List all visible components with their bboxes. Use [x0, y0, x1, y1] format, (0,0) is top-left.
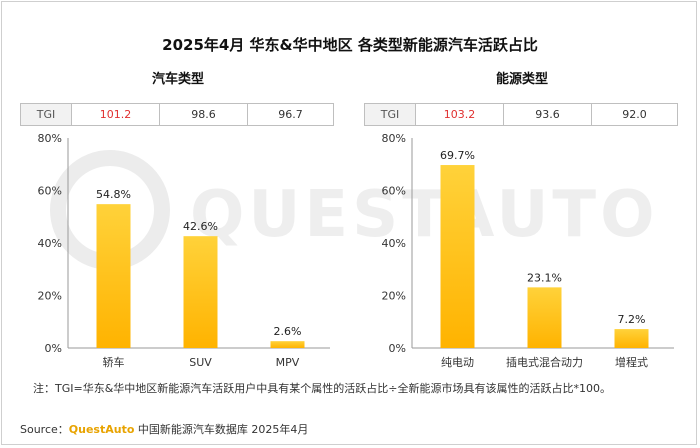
source-brand: QuestAuto: [68, 423, 135, 436]
x-tick-label: 轿车: [103, 355, 125, 369]
y-tick-label: 80%: [38, 132, 62, 145]
tgi-value: 101.2: [71, 104, 159, 125]
bar-value-label: 54.8%: [96, 188, 131, 201]
y-tick-label: 20%: [38, 290, 62, 303]
source-line: Source：QuestAuto 中国新能源汽车数据库 2025年4月: [20, 421, 308, 437]
bar: [96, 204, 131, 348]
bar-value-label: 42.6%: [183, 220, 218, 233]
y-tick-label: 0%: [389, 342, 406, 355]
footnote: 注：TGI=华东&华中地区新能源汽车活跃用户中具有某个属性的活跃占比÷全新能源市…: [33, 382, 611, 395]
bar: [183, 236, 218, 348]
y-tick-label: 80%: [382, 132, 406, 145]
tgi-value: 98.6: [159, 104, 247, 125]
y-tick-label: 60%: [38, 185, 62, 198]
x-tick-label: 增程式: [615, 355, 648, 369]
source-label: Source：: [20, 423, 69, 436]
left-tgi-table: TGI 101.2 98.6 96.7: [20, 103, 334, 126]
y-tick-label: 60%: [382, 185, 406, 198]
tgi-label: TGI: [21, 104, 71, 125]
bar-value-label: 23.1%: [527, 271, 562, 284]
x-tick-label: 插电式混合动力: [506, 355, 583, 369]
bar: [614, 329, 649, 348]
right-tgi-table: TGI 103.2 93.6 92.0: [364, 103, 678, 126]
bar-value-label: 2.6%: [274, 325, 302, 338]
bar: [270, 341, 305, 348]
bar-value-label: 7.2%: [618, 313, 646, 326]
bar-value-label: 69.7%: [440, 149, 475, 162]
tgi-value: 96.7: [247, 104, 333, 125]
tgi-label: TGI: [365, 104, 415, 125]
y-tick-label: 40%: [382, 237, 406, 250]
x-tick-label: SUV: [189, 356, 212, 369]
right-panel-subtitle: 能源类型: [495, 72, 548, 87]
x-tick-label: MPV: [276, 356, 300, 369]
bar: [527, 287, 562, 348]
y-tick-label: 20%: [382, 290, 406, 303]
tgi-value: 92.0: [591, 104, 677, 125]
y-tick-label: 0%: [45, 342, 62, 355]
page-title: 2025年4月 华东&华中地区 各类型新能源汽车活跃占比: [162, 36, 538, 54]
tgi-value: 103.2: [415, 104, 503, 125]
y-tick-label: 40%: [38, 237, 62, 250]
source-text: 中国新能源汽车数据库 2025年4月: [137, 423, 309, 436]
bar: [440, 165, 475, 348]
left-panel-subtitle: 汽车类型: [151, 72, 204, 87]
tgi-value: 93.6: [503, 104, 591, 125]
x-tick-label: 纯电动: [441, 356, 474, 369]
